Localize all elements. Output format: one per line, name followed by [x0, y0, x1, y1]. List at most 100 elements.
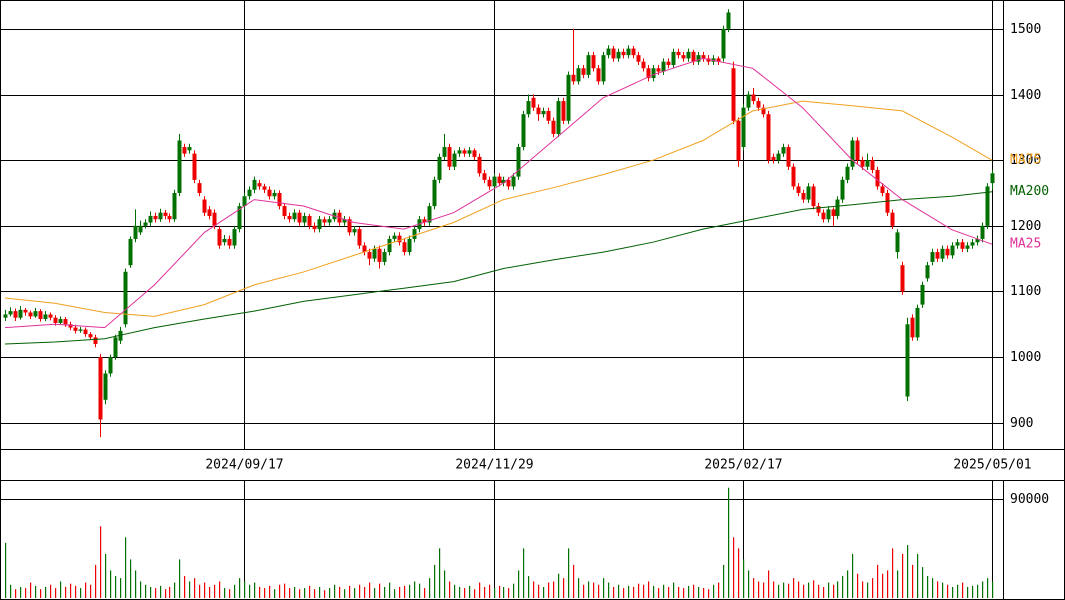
volume-bar [379, 583, 381, 598]
candle-body [138, 225, 143, 233]
volume-bar [70, 583, 72, 598]
candle-body [487, 179, 492, 187]
candle-body [187, 147, 192, 151]
candle-body [277, 192, 282, 207]
x-tick-label: 2025/05/01 [953, 458, 1031, 473]
candle-body [222, 238, 227, 243]
candle-body [985, 186, 990, 226]
candle-body [148, 215, 153, 223]
volume-bar [419, 583, 421, 598]
volume-bar [259, 586, 261, 598]
volume-bar [753, 578, 755, 598]
volume-bar [847, 570, 849, 598]
volume-bar [45, 586, 47, 598]
volume-bar [65, 586, 67, 598]
candle-body [975, 238, 980, 243]
candle-body [865, 160, 870, 167]
volume-bar [344, 589, 346, 598]
volume-bar [10, 584, 12, 598]
volume-bar [364, 586, 366, 598]
volume-bar [957, 584, 959, 598]
candle-body [33, 311, 38, 317]
volume-bar [334, 584, 336, 598]
volume-bar [474, 589, 476, 598]
volume-bar [339, 586, 341, 598]
volume-bar [349, 585, 351, 598]
volume-bar [828, 582, 830, 598]
candle-body [950, 245, 955, 256]
y-tick-label: 1500 [1010, 22, 1041, 37]
volume-bar [718, 582, 720, 598]
candle-body [621, 51, 626, 56]
candle-body [18, 309, 23, 318]
volume-bar [464, 588, 466, 598]
volume-bar [808, 582, 810, 598]
y-tick-label: 1000 [1010, 350, 1041, 365]
volume-bar [75, 585, 77, 598]
candle-body [63, 319, 68, 325]
candle-body [681, 55, 686, 59]
candle-body [990, 173, 995, 184]
candle-body [442, 147, 447, 157]
volume-bar [95, 564, 97, 598]
volume-bar [778, 584, 780, 598]
candle-body [736, 120, 741, 161]
candle-body [915, 307, 920, 338]
candle-body [571, 74, 576, 82]
candle-body [272, 192, 277, 197]
volume-bar [528, 575, 530, 598]
candle-body [108, 357, 113, 374]
volume-bar [299, 589, 301, 598]
volume-bar [578, 578, 580, 598]
candle-body [447, 147, 452, 167]
candle-body [940, 248, 945, 259]
volume-bar [404, 585, 406, 598]
candle-body [716, 58, 721, 62]
volume-bar [100, 526, 102, 598]
candle-body [53, 317, 58, 323]
volume-bar [80, 588, 82, 598]
candle-body [437, 156, 442, 180]
candle-body [651, 68, 656, 79]
volume-bar [324, 590, 326, 598]
volume-bar [110, 570, 112, 598]
volume-bar [857, 573, 859, 598]
y-tick-label: 900 [1010, 416, 1033, 431]
volume-bar [628, 585, 630, 598]
volume-bar [30, 582, 32, 598]
candle-body [781, 147, 786, 154]
candle-body [347, 219, 352, 233]
volume-bar [813, 580, 815, 598]
candle-body [816, 206, 821, 213]
volume-bar [643, 584, 645, 598]
candle-body [73, 327, 78, 331]
candle-body [641, 61, 646, 69]
legend-label: MA75 [1010, 153, 1041, 168]
candle-body [382, 252, 387, 262]
legend-label: MA200 [1010, 184, 1049, 199]
candle-body [98, 357, 103, 420]
candle-body [43, 314, 48, 320]
volume-bar [40, 589, 42, 598]
candle-body [477, 156, 482, 174]
volume-bar [189, 581, 191, 598]
candle-body [930, 252, 935, 262]
candle-body [113, 337, 118, 358]
volume-bar [115, 575, 117, 598]
candle-body [686, 51, 691, 59]
candle-body [158, 212, 163, 220]
candle-body [237, 206, 242, 230]
candle-body [317, 219, 322, 230]
volume-bar [538, 584, 540, 598]
volume-bar [150, 586, 152, 598]
candle-body [287, 215, 292, 220]
volume-bar [977, 584, 979, 598]
volume-bar [204, 582, 206, 598]
volume-bar [678, 586, 680, 598]
candle-body [352, 229, 357, 233]
candle-body [905, 324, 910, 397]
candle-body [920, 284, 925, 305]
volume-bar [558, 573, 560, 598]
candle-body [412, 229, 417, 239]
